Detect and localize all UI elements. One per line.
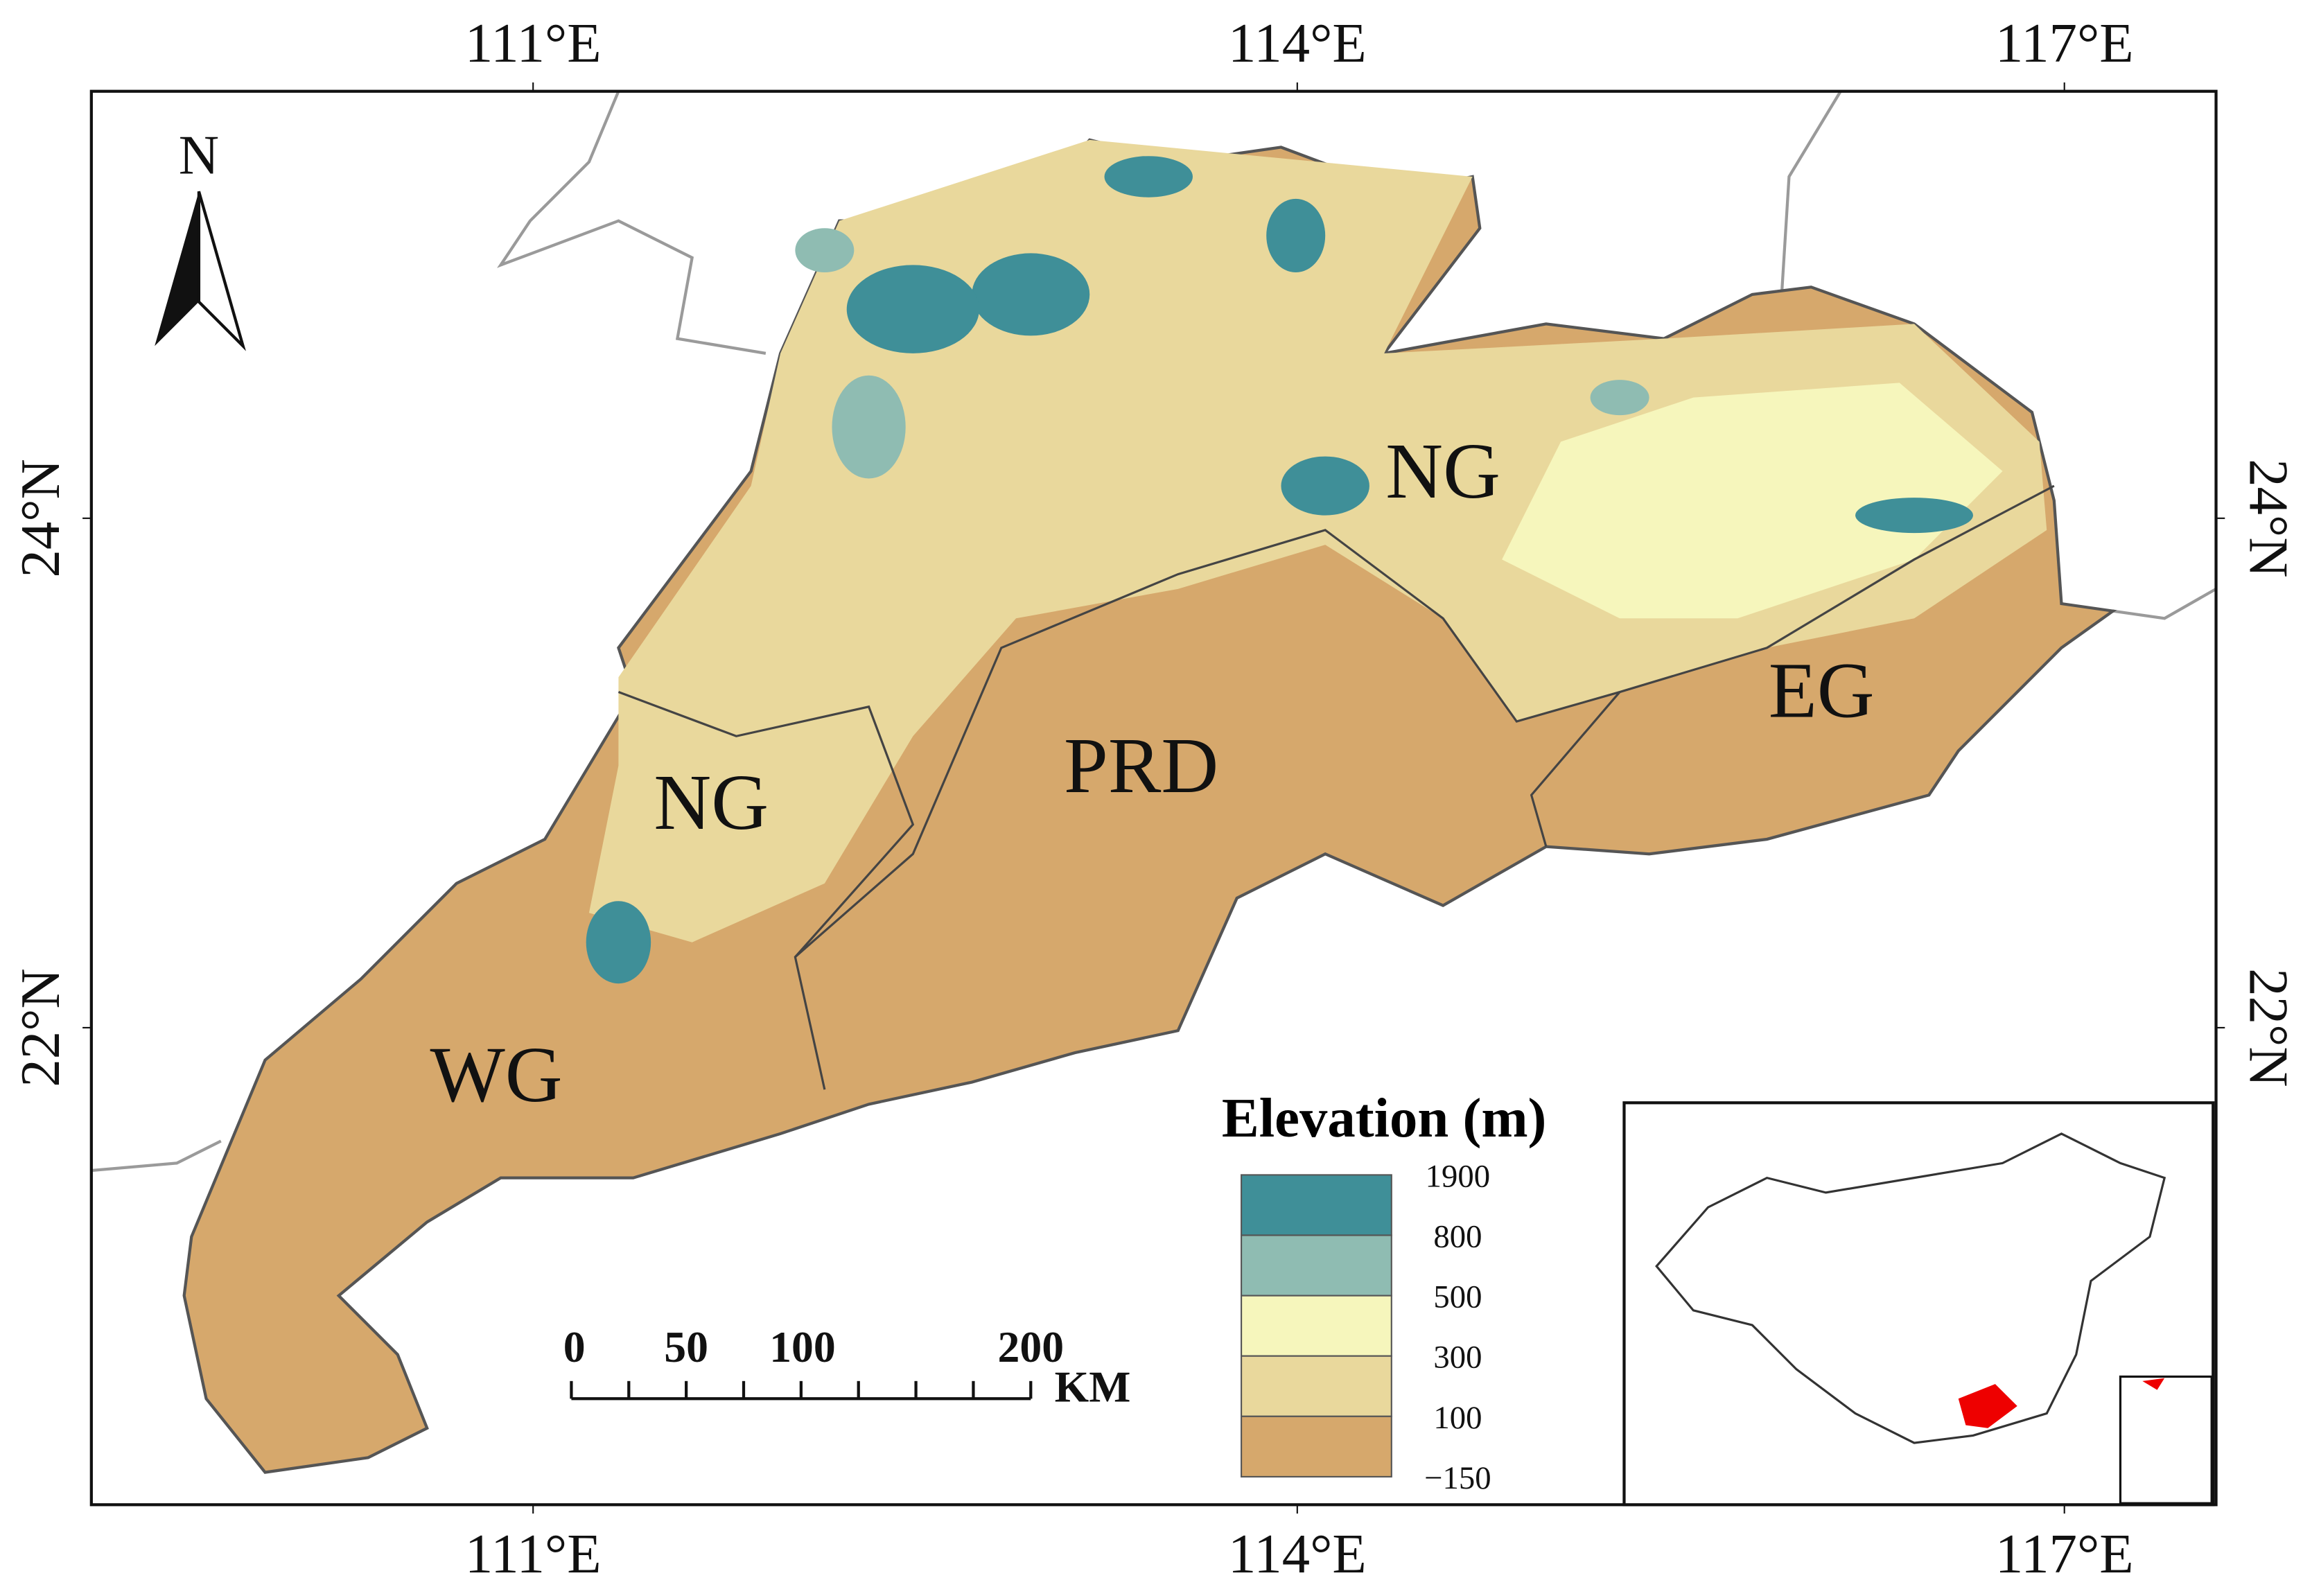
lon-label-top: 111°E [465, 12, 602, 74]
inset-highlight [2142, 1378, 2165, 1390]
south-sea-inset [2119, 1375, 2213, 1505]
lon-label-bottom: 114°E [1228, 1523, 1367, 1585]
lon-label-top: 117°E [1995, 12, 2134, 74]
region-border [1530, 691, 1621, 848]
legend-break: 500 [1433, 1279, 1482, 1315]
lon-label-bottom: 111°E [465, 1523, 602, 1585]
legend-swatch [1241, 1295, 1392, 1357]
legend-break: −150 [1424, 1460, 1491, 1496]
neighbor-border [497, 90, 767, 355]
region-label: EG [1769, 647, 1875, 735]
region-border [618, 691, 915, 1090]
mountain-patch [586, 901, 651, 984]
guangdong-highlight [1958, 1384, 2017, 1428]
legend-swatch [1241, 1234, 1392, 1297]
lat-label-left: 22°N [10, 968, 71, 1087]
legend-title: Elevation (m) [1222, 1087, 1547, 1149]
legend-swatch [1241, 1174, 1392, 1236]
neighbor-border [91, 1139, 222, 1173]
scale-label: 200 [997, 1322, 1064, 1371]
lon-label-bottom: 117°E [1995, 1523, 2134, 1585]
china-outline [1655, 1132, 2166, 1444]
mountain-zones [586, 156, 1973, 984]
legend-break: 1900 [1426, 1158, 1490, 1194]
mountain-patch [795, 228, 855, 273]
legend-swatch [1241, 1355, 1392, 1417]
region-label: PRD [1064, 721, 1218, 809]
neighbor-border [1780, 90, 1842, 295]
lat-label-right: 24°N [2237, 459, 2299, 577]
legend-break: 100 [1433, 1400, 1482, 1436]
legend-break: 300 [1433, 1340, 1482, 1376]
scale-label: 0 [563, 1322, 586, 1371]
map-frame [89, 89, 2218, 1507]
mountain-patch [1266, 198, 1326, 273]
lat-label-right: 22°N [2237, 968, 2299, 1087]
north-arrow-right [197, 191, 246, 351]
mountain-patch [972, 253, 1090, 336]
mountain-patch [1104, 156, 1193, 198]
mountain-patch [1281, 456, 1369, 516]
mountain-patch [832, 375, 906, 479]
lat-label-left: 24°N [10, 459, 71, 577]
scale-label: 100 [769, 1322, 836, 1371]
map-body [91, 90, 2217, 1474]
region-label: NG [1385, 427, 1500, 515]
legend-break: 800 [1433, 1218, 1482, 1254]
mountain-patch [846, 265, 979, 353]
scale-unit: KM [1055, 1362, 1131, 1412]
mountain-patch [1590, 380, 1649, 416]
north-label: N [179, 125, 219, 186]
region-border [794, 484, 2055, 958]
scale-label: 50 [664, 1322, 708, 1371]
mountain-patch [1855, 498, 1973, 534]
lon-label-top: 114°E [1228, 12, 1367, 74]
region-label: NG [654, 758, 769, 846]
legend: Elevation (m) 1900 800 500 300 100 −150 [1222, 1087, 1547, 1496]
upland-zone [1502, 383, 2003, 619]
neighbor-border [2112, 587, 2217, 620]
inset-map [1622, 1101, 2215, 1507]
region-label: WG [430, 1031, 563, 1119]
legend-swatch [1241, 1415, 1392, 1477]
